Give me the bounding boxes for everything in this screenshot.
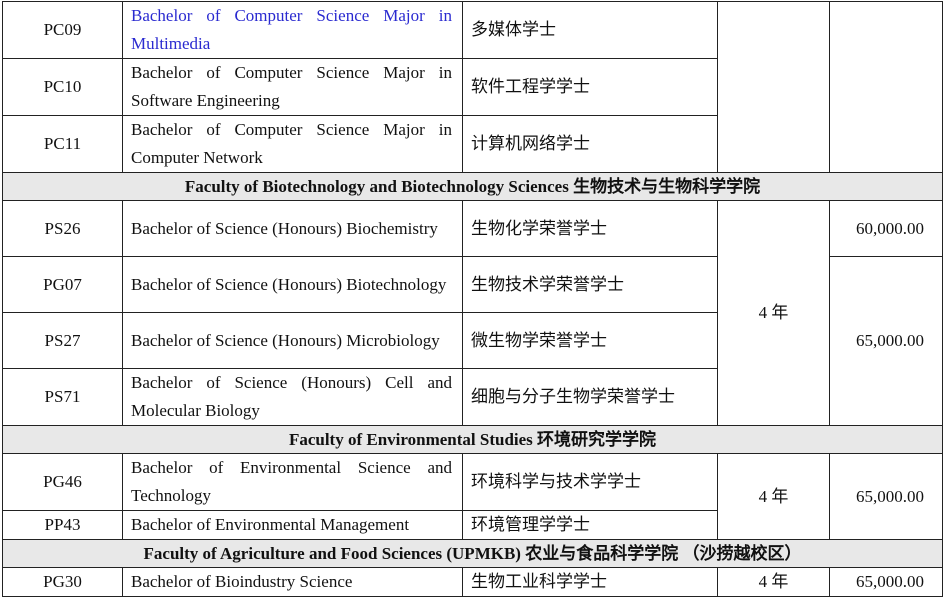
- programme-code: PS71: [2, 368, 123, 426]
- programme-name: Bachelor of Computer Science Major in Co…: [122, 115, 463, 173]
- programme-name: Bachelor of Science (Honours) Cell and M…: [122, 368, 463, 426]
- programme-code: PP43: [2, 510, 123, 540]
- duration-cell: 4 年: [717, 567, 830, 597]
- programme-name-cn: 环境科学与技术学学士: [462, 453, 718, 511]
- table-row: PG30 Bachelor of Bioindustry Science 生物工…: [2, 567, 943, 597]
- programme-name: Bachelor of Computer Science Major in So…: [122, 58, 463, 116]
- faculty-header-row: Faculty of Biotechnology and Biotechnolo…: [2, 172, 943, 201]
- programme-name-cn: 多媒体学士: [462, 1, 718, 59]
- fee-cell: 60,000.00: [829, 200, 943, 257]
- programme-name: Bachelor of Science (Honours) Microbiolo…: [122, 312, 463, 369]
- table-row: PC11 Bachelor of Computer Science Major …: [2, 115, 943, 173]
- programme-code: PG07: [2, 256, 123, 313]
- faculty-header: Faculty of Biotechnology and Biotechnolo…: [2, 172, 943, 201]
- table-row: PC10 Bachelor of Computer Science Major …: [2, 58, 943, 116]
- programme-name-cn: 软件工程学学士: [462, 58, 718, 116]
- programme-name-cn: 生物技术学荣誉学士: [462, 256, 718, 313]
- programme-code: PC11: [2, 115, 123, 173]
- duration-cell: 4 年: [717, 200, 830, 426]
- fee-cell: 65,000.00: [829, 567, 943, 597]
- programme-name: Bachelor of Environmental Management: [122, 510, 463, 540]
- programme-name: Bachelor of Science (Honours) Biotechnol…: [122, 256, 463, 313]
- programme-code: PG46: [2, 453, 123, 511]
- programme-name-cn: 计算机网络学士: [462, 115, 718, 173]
- fee-cell: [829, 1, 943, 173]
- fee-cell: 65,000.00: [829, 256, 943, 426]
- programme-code: PC09: [2, 1, 123, 59]
- programme-code: PG30: [2, 567, 123, 597]
- table-row: PC09 Bachelor of Computer Science Major …: [2, 1, 943, 173]
- faculty-header-row: Faculty of Agriculture and Food Sciences…: [2, 539, 943, 568]
- fee-cell: 65,000.00: [829, 453, 943, 540]
- faculty-header: Faculty of Environmental Studies 环境研究学学院: [2, 425, 943, 454]
- programme-name-cn: 生物化学荣誉学士: [462, 200, 718, 257]
- programme-code: PS26: [2, 200, 123, 257]
- table-row: PS71 Bachelor of Science (Honours) Cell …: [2, 368, 943, 426]
- programme-name: Bachelor of Science (Honours) Biochemist…: [122, 200, 463, 257]
- programme-name-cn: 细胞与分子生物学荣誉学士: [462, 368, 718, 426]
- programme-name: Bachelor of Bioindustry Science: [122, 567, 463, 597]
- duration-cell: 4 年: [717, 453, 830, 540]
- duration-cell: [717, 1, 830, 173]
- programme-name-cn: 微生物学荣誉学士: [462, 312, 718, 369]
- programme-code: PC10: [2, 58, 123, 116]
- table-row: PG46 Bachelor of Environmental Science a…: [2, 453, 943, 540]
- programme-code: PS27: [2, 312, 123, 369]
- programme-name-link[interactable]: Bachelor of Computer Science Major in Mu…: [122, 1, 463, 59]
- programme-name: Bachelor of Environmental Science and Te…: [122, 453, 463, 511]
- table-row: PG07 Bachelor of Science (Honours) Biote…: [2, 256, 943, 426]
- table-row: PP43 Bachelor of Environmental Managemen…: [2, 510, 943, 540]
- programme-name-cn: 生物工业科学学士: [462, 567, 718, 597]
- programme-name-cn: 环境管理学学士: [462, 510, 718, 540]
- table-row: PS26 Bachelor of Science (Honours) Bioch…: [2, 200, 943, 426]
- faculty-header: Faculty of Agriculture and Food Sciences…: [2, 539, 943, 568]
- faculty-header-row: Faculty of Environmental Studies 环境研究学学院: [2, 425, 943, 454]
